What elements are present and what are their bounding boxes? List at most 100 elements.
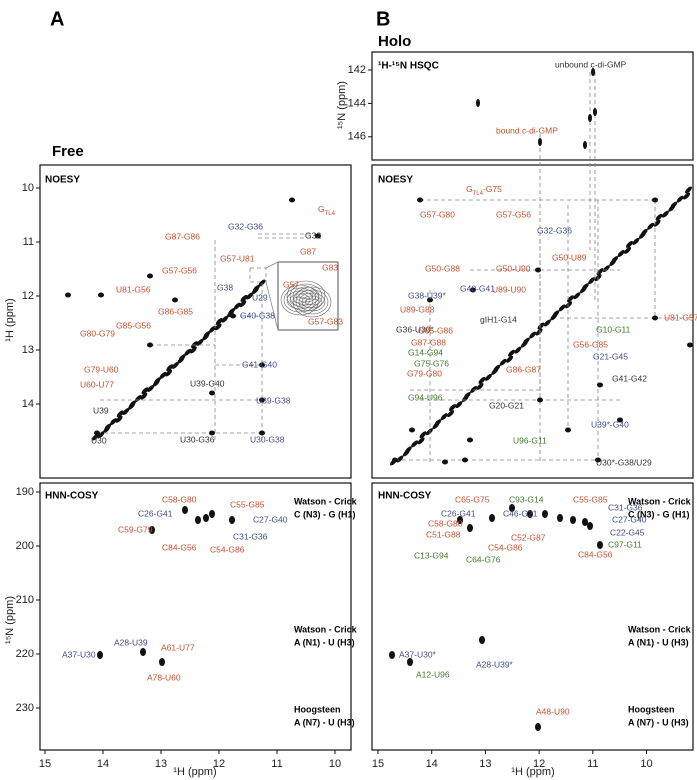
peak-label: A61-U77 [161, 642, 195, 652]
peak [573, 292, 581, 300]
peak [470, 385, 478, 393]
peak-label: GTL4 [318, 204, 336, 216]
peak [449, 404, 456, 412]
x-tick-label: 11 [271, 758, 282, 770]
peak [203, 514, 209, 522]
peak [652, 197, 658, 203]
peak [587, 522, 593, 530]
peak-label: A37-U30* [399, 649, 437, 659]
peak-label: G41-G40 [242, 359, 277, 369]
peak [110, 418, 117, 426]
spectrum-name: HNN-COSY [378, 491, 432, 502]
peak-label: U39 [93, 405, 109, 415]
peak [457, 516, 463, 524]
panel-b-hsqc [371, 51, 694, 161]
peak [484, 373, 492, 381]
peak-label: GTL4-G75 [466, 184, 502, 196]
peak [98, 292, 104, 298]
peak [209, 325, 216, 333]
peak [289, 197, 295, 203]
peak [404, 446, 412, 454]
peak [558, 304, 566, 312]
peak-label: C93-G14 [509, 494, 544, 504]
peak [147, 384, 155, 392]
panel-letter: B [376, 8, 390, 30]
peak-label: C55-G85 [230, 499, 265, 509]
pair-type: C (N3) - G (H1) [294, 509, 356, 519]
peak [567, 295, 574, 303]
peak-label: C58-G80 [428, 518, 463, 528]
peak [591, 68, 595, 76]
y-tick-label: 146 [348, 131, 366, 143]
peak-label: G41-G42 [612, 373, 647, 383]
peak [65, 292, 71, 298]
pair-type: Hoogsteen [294, 704, 341, 714]
peak-label: G87-G86 [165, 231, 200, 241]
contour [301, 295, 323, 309]
zoom-box [249, 267, 267, 283]
x-tick-label: 12 [213, 758, 225, 770]
peak [670, 201, 678, 209]
peak [196, 338, 204, 346]
peak [97, 651, 103, 659]
peak [417, 437, 425, 445]
panel-title: Free [52, 143, 84, 160]
peak [140, 648, 146, 656]
panel-a-hnn [39, 482, 352, 751]
peak-label: G40-G38 [240, 310, 275, 320]
peak [166, 364, 174, 372]
peak [417, 197, 423, 203]
peak [389, 651, 395, 659]
peak [557, 514, 563, 522]
peak-label: A28-U39* [476, 659, 514, 669]
contour [292, 286, 332, 318]
peak [129, 400, 137, 408]
panel-b-noesy [371, 164, 694, 479]
pair-type: A (N1) - U (H3) [294, 637, 355, 647]
peak-label: gIH1-G14 [480, 314, 517, 324]
peak-label: G83 [322, 262, 338, 272]
peak [529, 331, 537, 339]
peak [184, 348, 192, 356]
peak [522, 337, 530, 345]
peak [508, 349, 515, 357]
peak-label: G94-U96 [408, 392, 443, 402]
x-axis-label: ¹H (ppm) [173, 766, 216, 778]
peak [479, 636, 485, 644]
label-sub: TL4 [473, 191, 484, 197]
peak [655, 213, 663, 221]
label-base: G [318, 204, 325, 214]
peak [209, 510, 215, 518]
y-tick-label: 200 [16, 540, 34, 552]
peak-label: G86-G85 [158, 306, 193, 316]
peak-label: U30 [91, 435, 107, 445]
peak [434, 419, 442, 427]
peak [171, 361, 179, 369]
peak [203, 331, 211, 339]
x-tick-label: 13 [155, 758, 167, 770]
y-axis-label: ¹⁵N (ppm) [336, 81, 348, 129]
peak [419, 431, 427, 439]
peak-label: A48-U90 [536, 706, 570, 716]
peak-label: C84-G56 [578, 549, 613, 559]
peak [165, 369, 173, 377]
peak-label: C27-G40 [612, 514, 647, 524]
peak-label: A28-U39 [114, 637, 148, 647]
peak [259, 430, 265, 436]
peak-label: U39-G40 [190, 378, 225, 388]
peak-label: G79-U60 [84, 364, 119, 374]
contour [295, 289, 317, 303]
peak [535, 723, 541, 731]
peak [411, 440, 419, 448]
peak-label: C31-G36 [608, 502, 643, 512]
peak-label: A12-U96 [416, 669, 450, 679]
peak-label: C97-G11 [608, 539, 642, 549]
peak [661, 210, 669, 218]
pair-type: Watson - Crick [294, 496, 358, 506]
x-tick-label: 15 [39, 758, 51, 770]
peak-label: U81-G57 [664, 312, 697, 322]
peak-label: U89-G88 [400, 304, 435, 314]
peak-label: G50-G88 [425, 263, 460, 273]
peak [597, 541, 603, 549]
y-tick-label: 144 [348, 97, 366, 109]
